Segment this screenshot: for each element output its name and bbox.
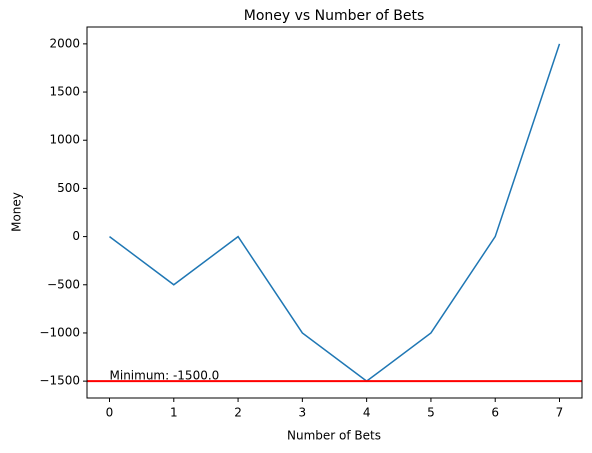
y-tick-label: 1000 [49, 133, 80, 147]
y-axis-label: Money [10, 192, 24, 232]
annotation: Minimum: -1500.0 [110, 369, 220, 383]
y-tick-label: 1500 [49, 85, 80, 99]
x-tick-label: 2 [234, 406, 242, 420]
x-tick-label: 1 [170, 406, 178, 420]
y-tick-label: 2000 [49, 36, 80, 50]
x-tick-label: 0 [106, 406, 114, 420]
y-tick-label: −500 [47, 277, 80, 291]
y-tick-label: −1500 [39, 374, 80, 388]
y-tick-label: 0 [72, 229, 80, 243]
chart-title: Money vs Number of Bets [244, 8, 425, 24]
x-tick-label: 5 [427, 406, 435, 420]
x-axis-label: Number of Bets [287, 429, 381, 443]
plot-frame [86, 26, 583, 399]
x-tick-label: 7 [556, 406, 564, 420]
x-tick-label: 6 [491, 406, 499, 420]
x-tick-label: 4 [363, 406, 371, 420]
y-tick-label: 500 [57, 181, 80, 195]
data-line [109, 43, 561, 383]
y-tick-label: −1000 [39, 325, 80, 339]
x-tick-label: 3 [299, 406, 307, 420]
